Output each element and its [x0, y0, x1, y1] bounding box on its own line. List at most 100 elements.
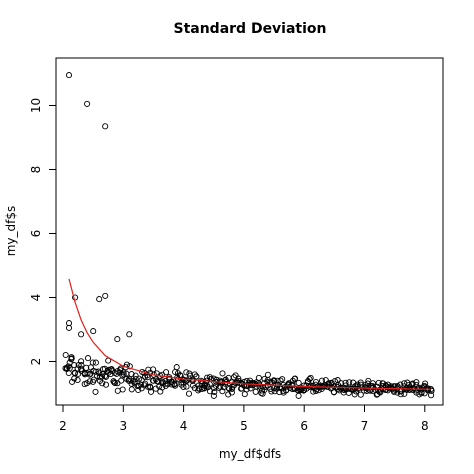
data-point: [365, 377, 372, 384]
y-tick-label: 8: [29, 166, 43, 174]
data-point: [125, 377, 132, 384]
data-point: [119, 372, 126, 379]
data-point: [71, 362, 78, 369]
data-point: [102, 123, 109, 130]
data-point: [162, 380, 169, 387]
data-point: [62, 351, 69, 359]
data-point: [291, 375, 299, 382]
x-axis-label: my_df$dfs: [219, 447, 281, 461]
data-point: [135, 386, 142, 394]
data-point: [312, 387, 319, 395]
data-point: [155, 378, 162, 385]
data-point: [114, 387, 121, 394]
data-point: [409, 380, 416, 387]
data-point: [413, 379, 420, 386]
data-point: [102, 292, 109, 299]
data-point: [159, 378, 166, 385]
data-point: [75, 370, 82, 377]
data-point: [90, 328, 97, 335]
data-point: [330, 388, 337, 396]
y-tick-label: 2: [29, 358, 43, 366]
data-point: [235, 375, 242, 382]
plot-frame: [55, 57, 444, 406]
data-point: [86, 378, 93, 385]
data-point: [252, 388, 259, 395]
data-point: [68, 356, 75, 363]
data-point: [128, 371, 135, 378]
data-point: [102, 381, 110, 388]
data-point: [418, 390, 425, 397]
data-point: [99, 373, 106, 380]
data-point: [277, 377, 284, 384]
data-point: [407, 386, 414, 393]
chart-title: Standard Deviation: [173, 21, 326, 37]
data-point: [84, 100, 91, 107]
data-point: [258, 389, 265, 397]
x-axis: 2 3 4 5 6 7 8: [59, 405, 429, 433]
data-point: [424, 387, 431, 394]
data-point: [394, 389, 401, 396]
y-tick-label: 10: [29, 98, 43, 113]
data-point: [138, 376, 145, 384]
data-point: [255, 379, 262, 387]
data-point: [111, 379, 118, 386]
data-point: [74, 376, 81, 384]
data-point: [128, 386, 135, 393]
data-point: [206, 374, 213, 381]
y-axis: 2 4 6 8 10: [29, 98, 56, 365]
data-point: [279, 376, 286, 383]
data-point: [78, 331, 85, 338]
data-point: [78, 362, 85, 369]
data-point: [222, 380, 229, 387]
data-point: [118, 377, 125, 384]
y-tick-label: 4: [29, 294, 43, 302]
data-point: [428, 392, 435, 399]
data-point: [342, 379, 349, 386]
data-point: [92, 359, 99, 366]
data-point: [132, 375, 139, 383]
data-point: [228, 389, 235, 396]
data-point: [191, 371, 198, 378]
data-point: [225, 384, 232, 391]
data-point: [276, 389, 283, 396]
data-point: [204, 374, 211, 381]
data-point: [334, 377, 341, 384]
data-point: [264, 371, 271, 378]
data-point: [206, 388, 214, 395]
data-point: [83, 380, 90, 387]
y-tick-label: 6: [29, 230, 43, 238]
data-point: [159, 384, 166, 391]
data-point: [147, 384, 154, 391]
data-point: [92, 388, 99, 395]
data-point: [150, 366, 157, 373]
data-point: [78, 358, 85, 365]
data-point: [270, 377, 277, 384]
data-point: [114, 336, 121, 343]
data-point: [65, 324, 73, 331]
data-point: [243, 386, 250, 393]
data-point: [163, 369, 170, 376]
data-point: [212, 382, 219, 389]
data-point: [219, 388, 226, 395]
data-point: [315, 387, 322, 394]
data-point: [397, 391, 404, 398]
data-point: [255, 374, 262, 381]
data-point: [120, 369, 127, 376]
data-point: [176, 372, 184, 379]
data-point: [258, 387, 266, 394]
data-point: [274, 384, 281, 391]
data-point: [113, 370, 120, 377]
data-point: [108, 366, 115, 373]
data-point: [318, 377, 326, 384]
data-point: [183, 383, 190, 390]
data-point: [137, 381, 144, 388]
data-point: [99, 380, 106, 387]
data-point: [306, 376, 313, 383]
data-point: [375, 379, 382, 386]
data-point: [111, 380, 119, 387]
data-point: [84, 355, 92, 362]
x-tick-label: 5: [240, 419, 248, 433]
data-point: [183, 369, 190, 376]
data-point: [195, 387, 202, 394]
data-point: [120, 371, 127, 378]
